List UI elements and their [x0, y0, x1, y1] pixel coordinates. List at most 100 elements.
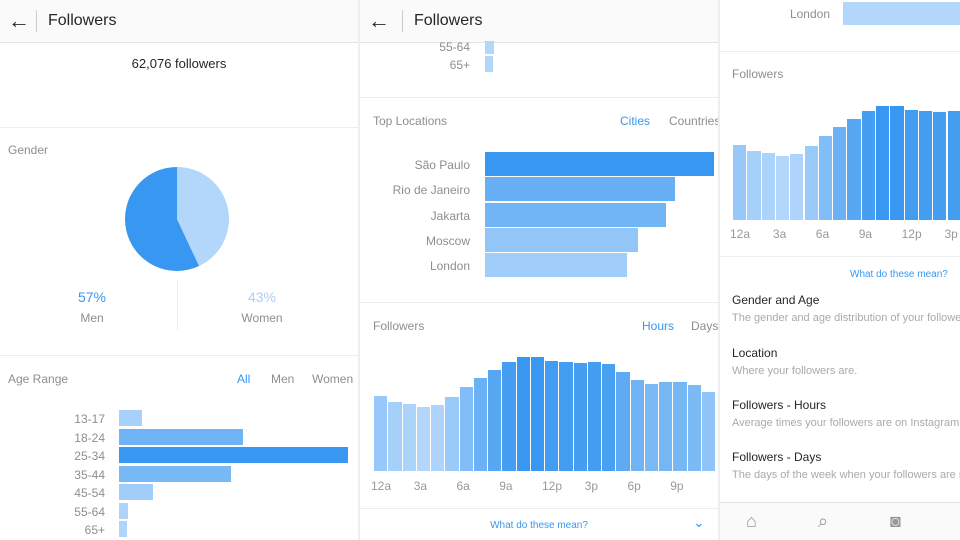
tab-hours[interactable]: Hours	[642, 319, 675, 333]
back-arrow-icon[interactable]: ←	[8, 8, 30, 33]
hour-bar	[803, 146, 818, 220]
hour-bar	[572, 362, 587, 471]
top-locations-title: Top Locations	[373, 114, 448, 128]
hour-tick-label: 3a	[772, 227, 787, 241]
tab-days[interactable]: Days	[691, 319, 718, 333]
hours-chart	[732, 104, 960, 220]
location-bar	[485, 152, 714, 176]
hour-bar	[903, 110, 918, 220]
hour-bar	[544, 361, 559, 471]
hour-bar	[401, 404, 416, 471]
camera-icon[interactable]: ◙	[890, 511, 901, 531]
hour-bar	[444, 397, 459, 471]
panel-locations-hours: ← Followers 55-64 65+ Top Locations Citi…	[360, 0, 718, 540]
hour-bar	[917, 110, 933, 220]
gender-pie-chart	[125, 167, 230, 271]
age-label: 55-64	[74, 504, 105, 519]
home-icon[interactable]: ⌂	[746, 511, 757, 531]
followers-chart-title: Followers	[373, 319, 425, 333]
age-bar	[119, 428, 243, 446]
location-label: London	[429, 259, 470, 274]
divider	[358, 0, 360, 540]
follower-count: 62,076 followers	[131, 56, 227, 71]
pie-slice-women	[177, 167, 230, 267]
hour-bar	[875, 106, 890, 220]
hour-bar	[760, 153, 775, 220]
back-arrow-icon[interactable]: ←	[368, 8, 390, 33]
hour-bar	[889, 106, 904, 220]
tab-women[interactable]: Women	[312, 372, 354, 386]
hour-tick-label: 6a	[815, 227, 830, 241]
age-label: 35-44	[74, 467, 105, 482]
hour-bar	[373, 396, 388, 471]
hour-bar	[472, 377, 487, 471]
hour-bar	[586, 361, 601, 471]
hour-bar	[746, 150, 761, 220]
chevron-down-icon[interactable]: ⌄	[693, 514, 705, 530]
panel-gender-age: ← Followers 62,076 followers Gender 57% …	[0, 0, 358, 540]
location-bar	[485, 202, 666, 227]
location-bar	[843, 2, 960, 25]
women-label: Women	[241, 311, 283, 325]
help-item: Followers - Hours Average times your foll…	[732, 398, 960, 429]
hour-bar	[946, 110, 960, 220]
hour-bar	[789, 154, 804, 220]
age-bar	[119, 484, 154, 501]
tab-men[interactable]: Men	[271, 372, 295, 386]
hour-bar	[658, 381, 673, 471]
hour-bar	[458, 386, 473, 471]
hour-bar	[817, 135, 833, 220]
hour-bar	[643, 383, 658, 471]
search-icon[interactable]: ⌕	[818, 511, 829, 531]
age-bar	[119, 502, 129, 520]
tab-countries[interactable]: Countries	[669, 114, 718, 128]
hour-bar	[430, 405, 445, 471]
hour-bar	[487, 369, 502, 471]
location-label: Jakarta	[430, 208, 470, 223]
divider	[718, 0, 720, 540]
hour-bar	[672, 382, 687, 471]
help-item: Followers - Days The days of the week whe…	[732, 450, 960, 481]
age-label: 65+	[449, 58, 470, 72]
age-label: 18-24	[74, 430, 105, 445]
hour-tick-label: 9p	[670, 479, 684, 493]
tab-all[interactable]: All	[237, 372, 251, 386]
age-label: 55-64	[439, 40, 470, 54]
hour-tick-label: 9a	[858, 227, 873, 241]
hour-bar	[529, 357, 544, 471]
hour-tick-label: 3a	[413, 479, 428, 493]
location-label: Rio de Janeiro	[392, 183, 470, 198]
age-label: 65+	[84, 523, 105, 537]
gender-title: Gender	[8, 143, 49, 157]
hour-bar	[700, 392, 715, 471]
hour-bar	[558, 361, 573, 471]
men-percent: 57%	[77, 289, 107, 305]
header: ← Followers	[360, 0, 718, 43]
hour-bar	[515, 357, 530, 471]
hour-bar	[774, 156, 790, 220]
hour-tick-label: 3p	[944, 227, 958, 241]
followers-chart-title: Followers	[732, 67, 784, 81]
age-bar	[119, 447, 348, 464]
what-do-these-mean-link[interactable]: What do these mean?	[850, 269, 948, 280]
hour-bar	[615, 372, 630, 471]
hour-bar	[846, 118, 861, 220]
age-bar	[119, 410, 142, 427]
location-label: São Paulo	[414, 158, 470, 172]
panel-help: London Followers 12a 3a 6a 9a 12p 3p What do …	[720, 0, 960, 540]
age-bar	[119, 521, 127, 538]
hour-tick-label: 12a	[371, 479, 392, 493]
tab-cities[interactable]: Cities	[620, 114, 651, 128]
age-label: 45-54	[74, 486, 105, 500]
hour-tick-label: 9a	[499, 479, 513, 493]
what-do-these-mean-link[interactable]: What do these mean?	[490, 520, 588, 531]
hour-bar	[629, 379, 644, 471]
men-label: Men	[80, 311, 104, 325]
age-range-title: Age Range	[8, 372, 69, 386]
header: ← Followers	[0, 0, 358, 43]
age-bar	[119, 465, 232, 483]
location-bar	[485, 253, 627, 278]
hour-tick-label: 6a	[456, 479, 470, 493]
help-item: Location Where your followers are.	[732, 346, 858, 377]
age-bar	[485, 41, 494, 54]
